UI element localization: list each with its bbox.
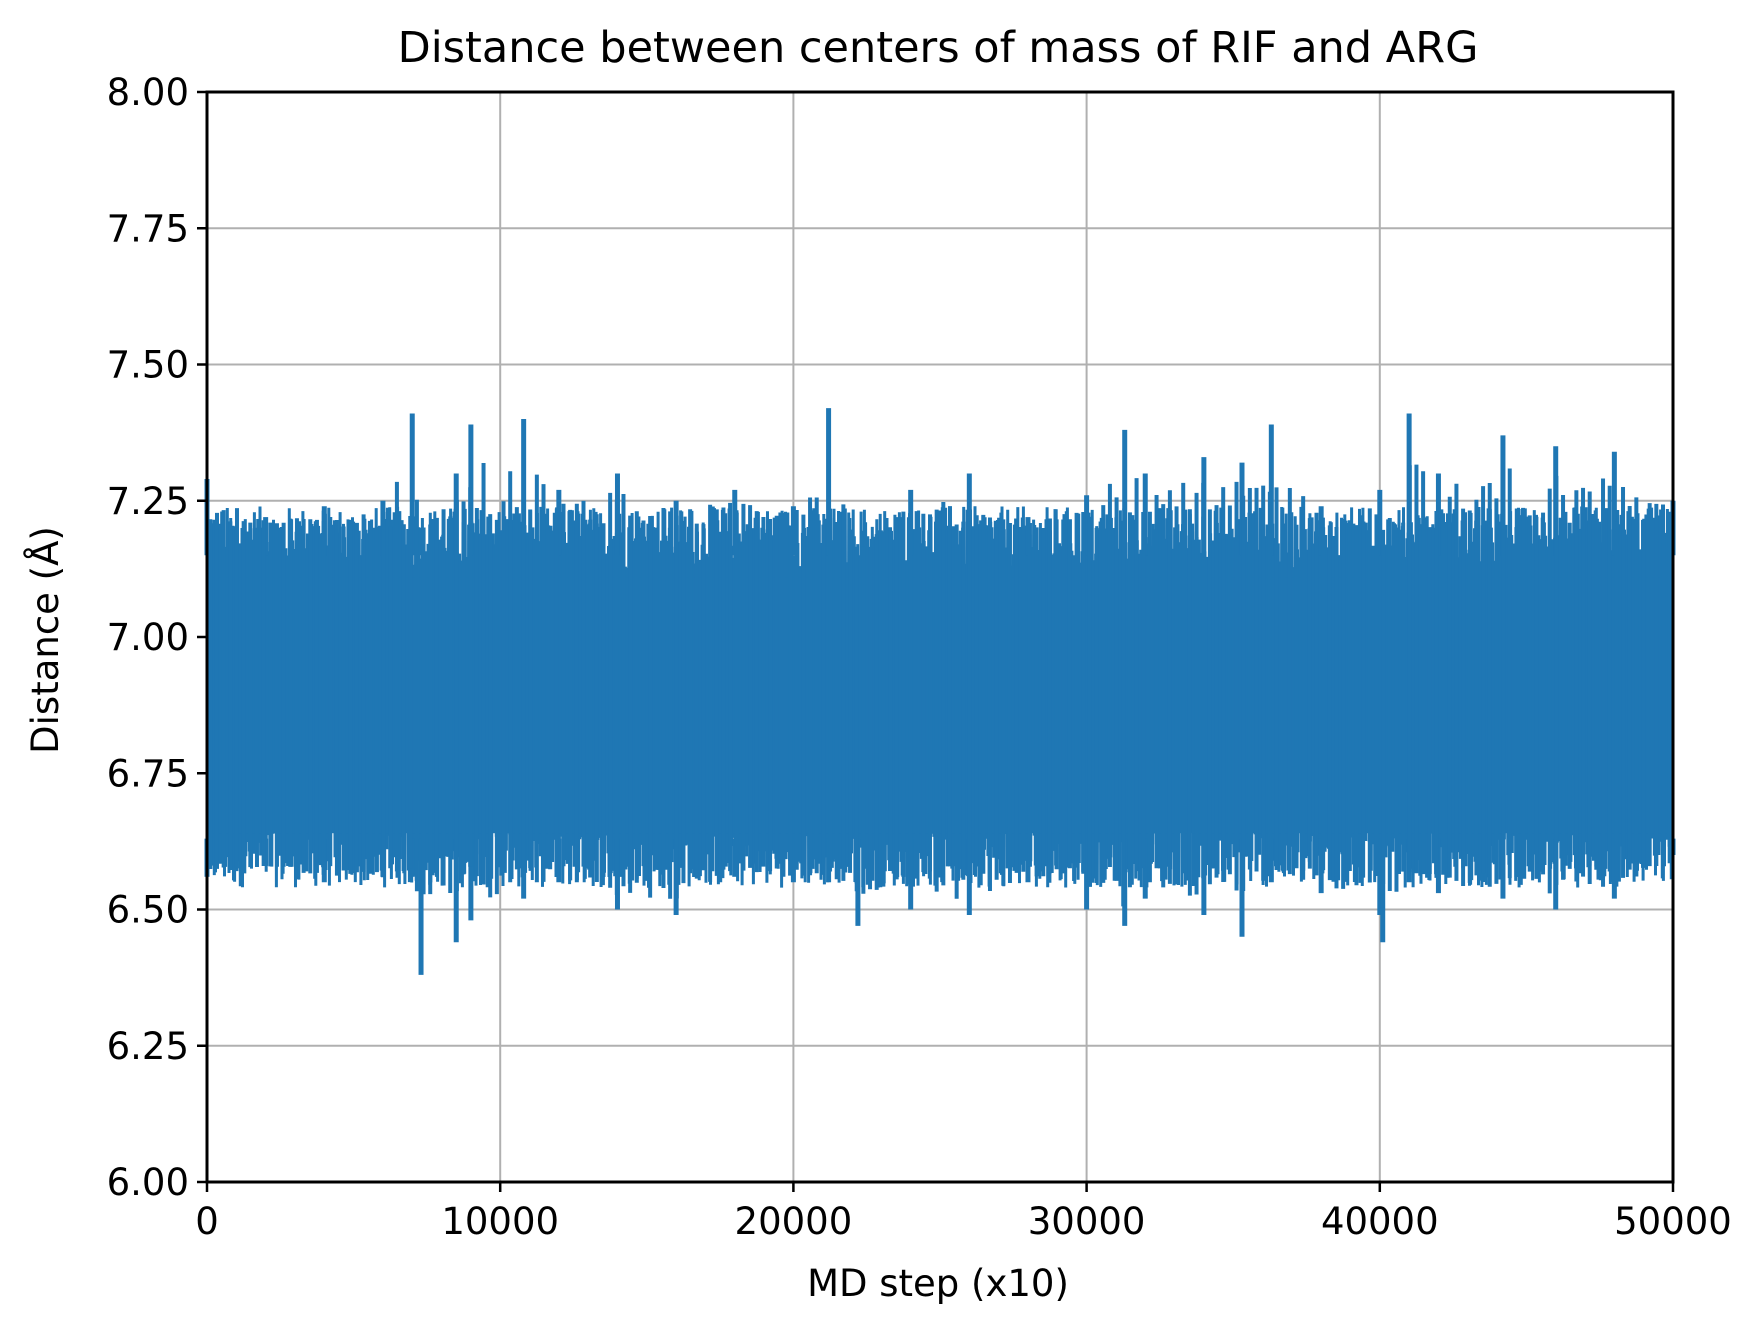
y-tick-label: 7.00 <box>107 616 189 659</box>
x-axis-label: MD step (x10) <box>807 1262 1069 1305</box>
x-tick-label: 0 <box>195 1200 219 1243</box>
y-tick-label: 7.50 <box>107 344 189 387</box>
y-tick-label: 7.25 <box>107 480 189 523</box>
x-tick-label: 10000 <box>441 1200 559 1243</box>
y-tick-label: 6.00 <box>107 1161 189 1204</box>
x-tick-label: 20000 <box>735 1200 853 1243</box>
y-axis-label: Distance (Å) <box>23 526 67 754</box>
y-tick-label: 6.25 <box>107 1025 189 1068</box>
y-tick-label: 8.00 <box>107 71 189 114</box>
x-tick-label: 40000 <box>1321 1200 1439 1243</box>
y-tick-label: 6.75 <box>107 752 189 795</box>
chart-title: Distance between centers of mass of RIF … <box>398 23 1479 73</box>
x-axis: 0 10000 20000 30000 40000 50000 <box>195 1182 1732 1243</box>
y-tick-label: 6.50 <box>107 889 189 932</box>
y-tick-label: 7.75 <box>107 207 189 250</box>
series-band <box>209 577 1671 834</box>
plot-area <box>204 408 1676 975</box>
x-tick-label: 50000 <box>1614 1200 1732 1243</box>
x-tick-label: 30000 <box>1028 1200 1146 1243</box>
y-axis: 6.00 6.25 6.50 6.75 7.00 7.25 7.50 7.75 8.00 <box>107 71 207 1204</box>
